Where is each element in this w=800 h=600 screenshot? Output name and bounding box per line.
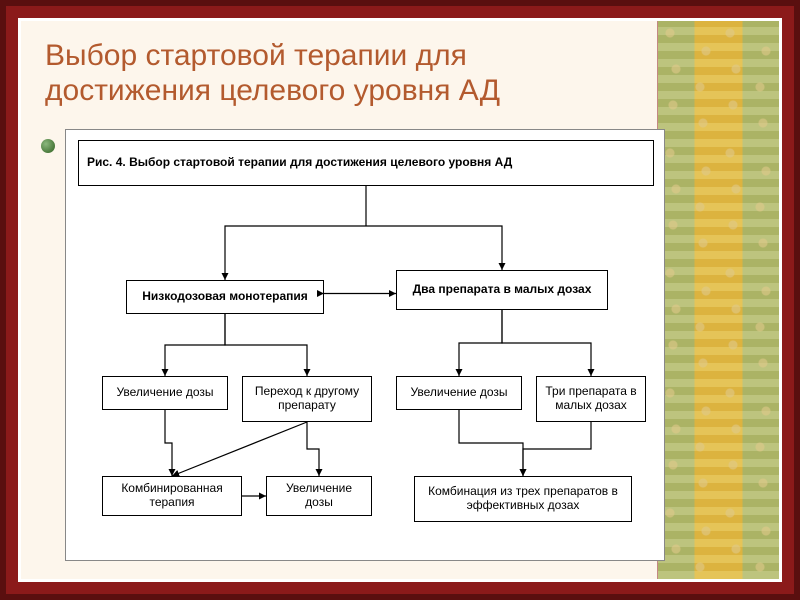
bullet-icon [41,139,55,153]
flowchart-panel: Рис. 4. Выбор стартовой терапии для дост… [65,129,665,561]
slide-outer-frame: Выбор стартовой терапии для достижения ц… [0,0,800,600]
slide-inner-frame: Выбор стартовой терапии для достижения ц… [18,18,782,582]
flowchart-edges [66,130,666,562]
slide-title: Выбор стартовой терапии для достижения ц… [45,39,639,108]
decorative-pattern-strip [658,21,779,579]
